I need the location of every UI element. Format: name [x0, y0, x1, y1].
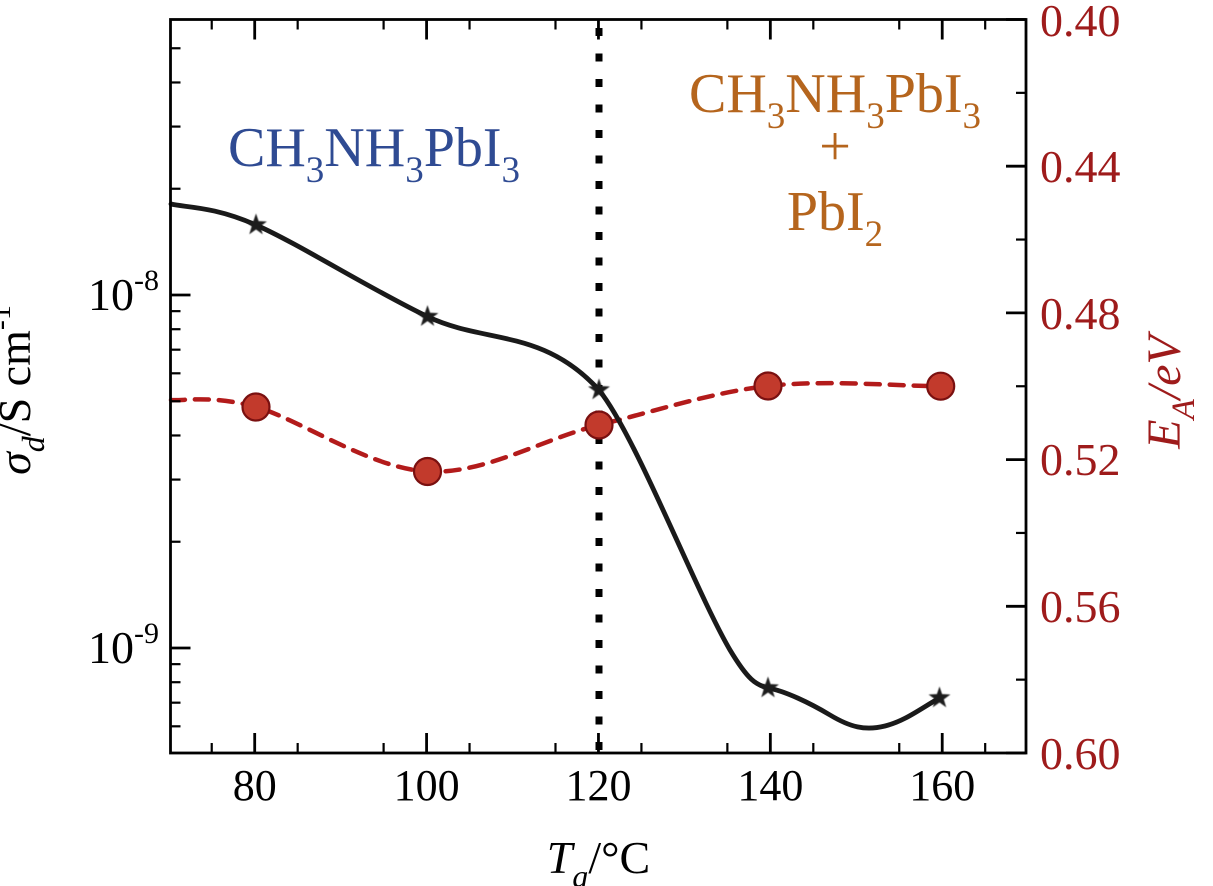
svg-text:0.48: 0.48: [1040, 288, 1121, 339]
svg-text:120: 120: [565, 761, 631, 810]
svg-text:140: 140: [737, 761, 803, 810]
svg-text:0.60: 0.60: [1040, 728, 1121, 779]
svg-text:160: 160: [909, 761, 975, 810]
svg-text:0.52: 0.52: [1040, 434, 1121, 485]
svg-text:CH3NH3PbI3: CH3NH3PbI3: [228, 117, 520, 191]
svg-text:PbI2: PbI2: [787, 181, 883, 255]
svg-text:+: +: [819, 116, 851, 178]
svg-text:0.56: 0.56: [1040, 581, 1121, 632]
svg-text:0.44: 0.44: [1040, 141, 1121, 192]
svg-text:0.40: 0.40: [1040, 0, 1121, 46]
svg-text:EA/eV: EA/eV: [1138, 331, 1202, 450]
svg-text:Ta/°C: Ta/°C: [547, 832, 650, 886]
svg-text:100: 100: [394, 761, 460, 810]
svg-text:σd/S cm-1: σd/S cm-1: [0, 305, 51, 475]
svg-text:10-8: 10-8: [88, 264, 159, 320]
svg-text:10-9: 10-9: [88, 617, 159, 673]
svg-text:80: 80: [233, 761, 277, 810]
